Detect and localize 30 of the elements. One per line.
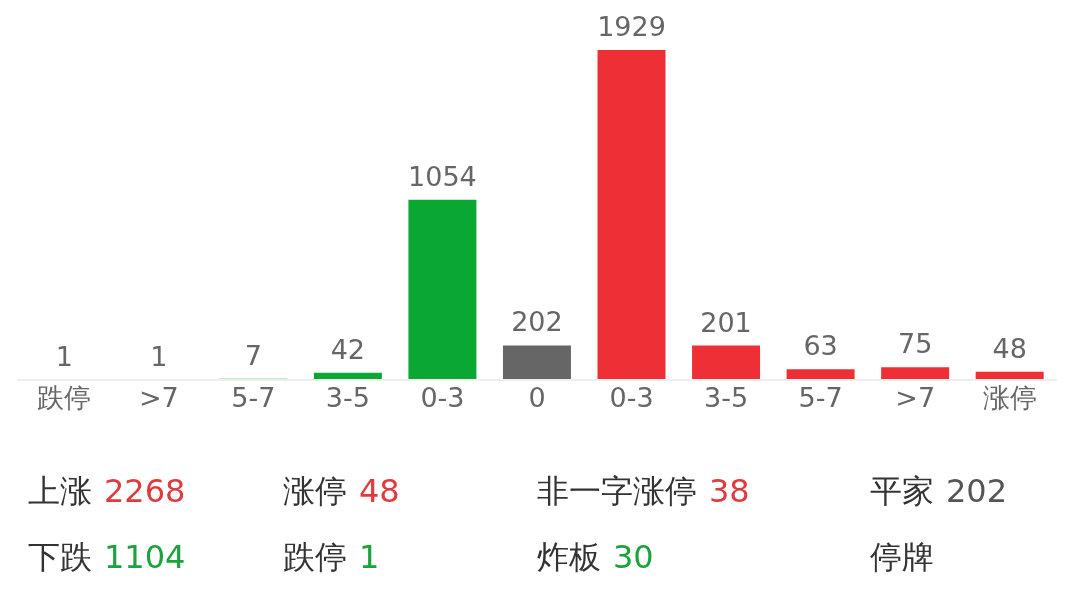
text: 下跌 1104 <box>28 538 186 576</box>
text: 跌停 1 <box>283 538 380 576</box>
data-label: 1054 <box>408 160 477 192</box>
x-tick-label: 0-3 <box>420 382 465 414</box>
x-tick-label: 5-7 <box>798 382 843 414</box>
data-label: 1 <box>55 340 73 372</box>
x-tick-label: 3-5 <box>325 382 370 414</box>
x-tick-label: 0 <box>528 382 546 414</box>
text: 非一字涨停 38 <box>537 472 750 510</box>
x-tick-label: >7 <box>138 382 179 414</box>
x-tick-label: 5-7 <box>231 382 276 414</box>
text: 涨停 48 <box>283 472 400 510</box>
x-tick-label: >7 <box>895 382 936 414</box>
data-label: 7 <box>244 339 262 371</box>
x-tick-label: 0-3 <box>609 382 654 414</box>
x-tick-label: 3-5 <box>704 382 749 414</box>
data-label: 1 <box>150 340 168 372</box>
data-label: 202 <box>511 306 563 338</box>
text: 平家 202 <box>870 472 1008 510</box>
data-label: 42 <box>330 333 366 365</box>
text: 停牌 <box>870 538 934 576</box>
x-tick-label: 跌停 <box>37 382 92 414</box>
text: 上涨 2268 <box>28 472 186 510</box>
data-label: 75 <box>897 328 933 360</box>
data-label: 48 <box>992 332 1027 364</box>
text: 炸板 30 <box>537 538 654 576</box>
x-tick-label: 涨停 <box>982 382 1037 414</box>
data-label: 1929 <box>597 11 666 42</box>
data-label: 201 <box>700 306 752 338</box>
data-label: 63 <box>803 330 838 362</box>
